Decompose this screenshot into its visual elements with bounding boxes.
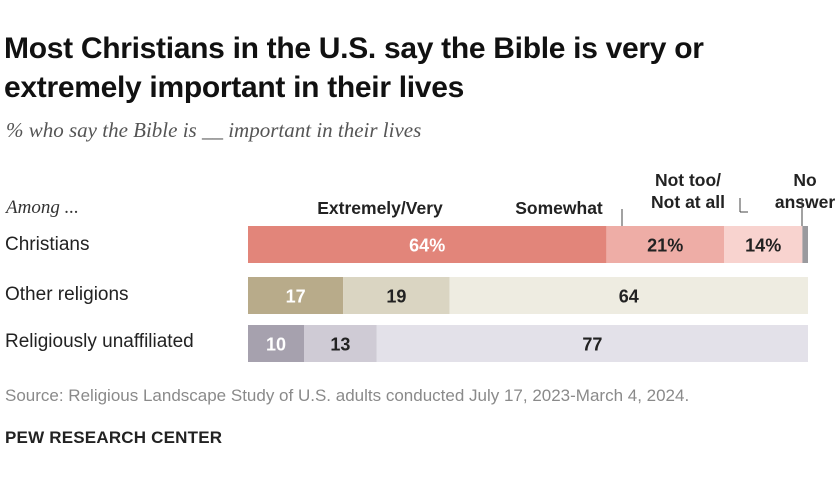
bar-christians-segment-3 bbox=[724, 226, 803, 263]
source-note: Source: Religious Landscape Study of U.S… bbox=[5, 386, 690, 405]
row-label-religiously-unaffiliated: Religiously unaffiliated bbox=[5, 331, 194, 352]
bar-other-religions-segment-2 bbox=[343, 277, 450, 314]
row-label-other-religions: Other religions bbox=[5, 284, 129, 305]
value-label-religiously-unaffiliated-3: 77 bbox=[582, 335, 602, 355]
row-label-christians: Christians bbox=[5, 234, 90, 255]
chart-subtitle: % who say the Bible is __ important in t… bbox=[6, 118, 422, 142]
organization-name: PEW RESEARCH CENTER bbox=[5, 428, 223, 447]
bar-religiously-unaffiliated-segment-2 bbox=[304, 325, 377, 362]
bar-christians-segment-1 bbox=[248, 226, 607, 263]
value-label-other-religions-2: 19 bbox=[386, 287, 406, 307]
chart-title: Most Christians in the U.S. say the Bibl… bbox=[4, 32, 704, 104]
value-label-religiously-unaffiliated-2: 13 bbox=[330, 335, 350, 355]
bar-other-religions-segment-3 bbox=[449, 277, 808, 314]
value-label-christians-1: 64% bbox=[409, 236, 445, 256]
bar-other-religions-segment-1 bbox=[248, 277, 344, 314]
legend-not-too-not-at-all: Not too/Not at all bbox=[651, 170, 725, 212]
legend-no-answer: No answer bbox=[774, 170, 836, 212]
among-label: Among ... bbox=[6, 197, 79, 218]
value-label-other-religions-3: 64 bbox=[619, 287, 639, 307]
bar-religiously-unaffiliated-segment-3 bbox=[376, 325, 808, 362]
value-label-other-religions-1: 17 bbox=[286, 287, 306, 307]
bar-religiously-unaffiliated-segment-1 bbox=[248, 325, 304, 362]
legend-somewhat: Somewhat bbox=[515, 198, 603, 218]
value-label-religiously-unaffiliated-1: 10 bbox=[266, 335, 286, 355]
value-label-christians-2: 21% bbox=[647, 236, 683, 256]
bar-christians-segment-4 bbox=[802, 226, 808, 263]
value-label-christians-3: 14% bbox=[745, 236, 781, 256]
legend-extremely-very: Extremely/Very bbox=[317, 198, 443, 218]
bar-christians-segment-2 bbox=[606, 226, 724, 263]
